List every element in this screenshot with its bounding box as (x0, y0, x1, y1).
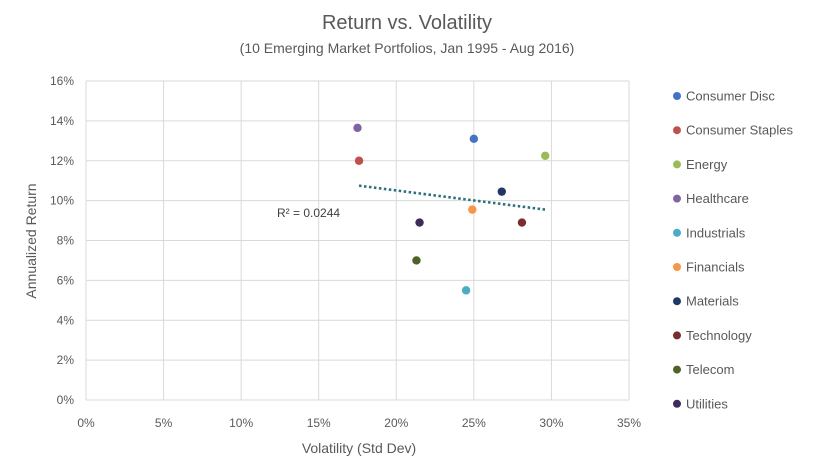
y-axis-ticks: 0% 2% 4% 6% 8% 10% 12% 14% 16% (50, 74, 74, 407)
legend-label-consumer-disc: Consumer Disc (686, 89, 775, 104)
chart-title: Return vs. Volatility (322, 12, 492, 34)
legend-marker-industrials (673, 228, 681, 237)
y-tick-label: 4% (57, 313, 75, 327)
point-energy (541, 151, 550, 160)
legend-label-energy: Energy (686, 157, 728, 172)
chart-subtitle: (10 Emerging Market Portfolios, Jan 1995… (240, 40, 575, 56)
legend-marker-healthcare (673, 194, 681, 203)
legend-marker-financials (673, 263, 681, 271)
y-tick-label: 14% (50, 114, 74, 128)
y-tick-label: 10% (50, 194, 74, 208)
trendline (358, 184, 546, 211)
x-tick-label: 0% (77, 416, 95, 430)
legend: Consumer Disc Consumer Staples Energy Healt… (673, 89, 793, 411)
x-tick-label: 15% (307, 416, 331, 430)
point-consumer-disc (469, 134, 479, 144)
legend-label-healthcare: Healthcare (686, 191, 749, 206)
point-industrials (461, 286, 471, 295)
point-technology (517, 218, 527, 227)
legend-marker-technology (673, 331, 681, 340)
x-axis-ticks: 0% 5% 10% 15% 20% 25% 30% 35% (77, 416, 641, 430)
x-tick-label: 5% (155, 416, 173, 430)
y-tick-label: 2% (57, 353, 75, 367)
legend-marker-consumer-disc (673, 92, 681, 100)
legend-marker-utilities (673, 399, 681, 408)
x-tick-label: 25% (462, 416, 486, 430)
point-healthcare (353, 123, 362, 133)
point-materials (497, 187, 506, 196)
legend-label-financials: Financials (686, 260, 745, 275)
legend-marker-telecom (673, 365, 681, 374)
legend-label-materials: Materials (686, 294, 739, 309)
legend-label-telecom: Telecom (686, 362, 734, 377)
y-axis-label: Annualized Return (23, 183, 39, 298)
x-tick-label: 10% (229, 416, 253, 430)
y-tick-label: 0% (57, 393, 75, 407)
y-tick-label: 12% (50, 154, 74, 168)
grid (85, 80, 630, 401)
legend-marker-energy (673, 160, 681, 169)
data-points (353, 123, 550, 295)
legend-marker-consumer-staples (673, 126, 681, 135)
legend-label-consumer-staples: Consumer Staples (686, 123, 793, 138)
point-consumer-staples (354, 156, 364, 165)
r-squared-label: R² = 0.0244 (277, 206, 340, 220)
legend-label-technology: Technology (686, 328, 752, 343)
x-axis-label: Volatility (Std Dev) (302, 440, 416, 456)
legend-label-utilities: Utilities (686, 396, 728, 411)
y-tick-label: 6% (57, 273, 75, 287)
x-tick-label: 30% (539, 416, 563, 430)
x-tick-label: 20% (384, 416, 408, 430)
point-financials (468, 205, 477, 214)
trendline-group: R² = 0.0244 (277, 184, 546, 220)
legend-marker-materials (673, 297, 681, 306)
point-utilities (415, 218, 424, 227)
x-tick-label: 35% (617, 416, 641, 430)
legend-label-industrials: Industrials (686, 225, 746, 240)
point-telecom (412, 256, 421, 265)
y-tick-label: 8% (57, 234, 75, 248)
y-tick-label: 16% (50, 74, 74, 88)
